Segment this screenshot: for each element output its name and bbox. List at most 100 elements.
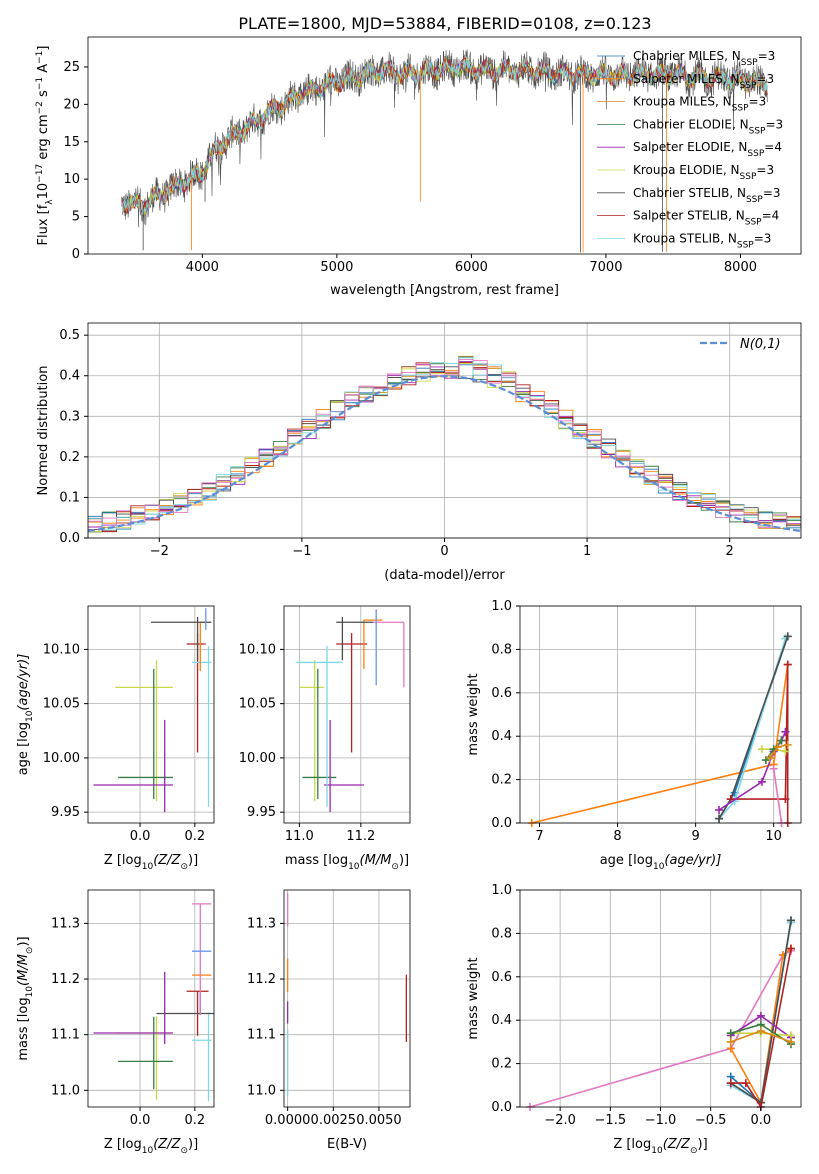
y-tick-label: 0.8 xyxy=(491,642,512,657)
y-tick-label: 0.2 xyxy=(491,1057,512,1072)
y-tick-label: 9.95 xyxy=(51,805,80,820)
x-tick-label: 0.2 xyxy=(184,1113,205,1128)
histograms xyxy=(88,355,801,538)
y-tick-label: 0.3 xyxy=(59,409,80,424)
weight-marker xyxy=(757,777,766,786)
age-z-panel-frame xyxy=(87,605,215,824)
x-tick-label: −2 xyxy=(150,544,169,559)
figure-title: PLATE=1800, MJD=53884, FIBERID=0108, z=0… xyxy=(238,14,651,33)
weight-marker xyxy=(726,1079,735,1088)
legend-label: Salpeter STELIB, NSSP=4 xyxy=(633,209,779,228)
x-axis-label: E(B-V) xyxy=(327,1137,367,1152)
y-axis-label: Normed distribution xyxy=(36,366,51,496)
y-tick-label: 0.4 xyxy=(491,1013,512,1028)
histogram-series xyxy=(88,357,801,538)
panels: 4000 5000 6000 7000 80000510152025wavelength… xyxy=(16,36,802,1156)
spectrum-legend: Chabrier MILES, NSSP=3 Salpeter MILES, NS… xyxy=(597,49,783,250)
weight-marker xyxy=(783,660,792,669)
legend-label: Salpeter MILES, NSSP=3 xyxy=(633,72,774,91)
y-tick-label: 0.0 xyxy=(491,1100,512,1115)
x-tick-label: 9 xyxy=(691,829,699,844)
spectrum-lines xyxy=(121,49,768,253)
histogram-series xyxy=(88,359,801,538)
x-tick-label: 1 xyxy=(583,544,591,559)
x-tick-label: 0 xyxy=(440,544,448,559)
weight-marker xyxy=(726,1029,735,1038)
weight-age-panel-frame xyxy=(519,605,802,824)
x-tick-label: 11.2 xyxy=(346,829,375,844)
x-tick-label: 0.0 xyxy=(130,1113,151,1128)
mass-ebv-panel: 0.0000 0.0025 0.0050 11.0 11.1 11.2 11.3 E(B-V) xyxy=(247,889,411,1152)
x-axis-label: (data-model)/error xyxy=(384,568,505,583)
weight-z-panel: −2.0 −1.5 −1.0 −0.5 0.0 0.0 0.2 0.4 0.6 0.8 1.0 mas… xyxy=(466,883,802,1156)
x-axis-label: Z [log10(Z/Z⊙)] xyxy=(613,1137,707,1156)
y-tick-label: 11.2 xyxy=(247,972,276,987)
x-tick-label: 0.0025 xyxy=(311,1113,357,1128)
y-tick-label: 0.2 xyxy=(491,773,512,788)
x-tick-label: 0.2 xyxy=(184,829,205,844)
x-tick-label: 4000 xyxy=(186,260,219,275)
spectrum-series xyxy=(121,56,768,216)
spectrum-panel: 4000 5000 6000 7000 8000 0 5 10 15 20 25 wavelength… xyxy=(35,36,802,298)
y-tick-label: 1.0 xyxy=(491,883,512,898)
y-axis-label: mass [log10(M/M⊙)] xyxy=(16,936,35,1060)
y-tick-label: 0.4 xyxy=(491,729,512,744)
y-tick-label: 5 xyxy=(72,210,80,225)
y-tick-label: 0.6 xyxy=(491,970,512,985)
y-axis-label: Flux [fλ10−17 erg cm−2 s−1 A−1] xyxy=(35,46,55,246)
x-axis-label: age [log10(age/yr)] xyxy=(600,853,722,872)
weight-series xyxy=(718,638,787,820)
y-tick-label: 0.4 xyxy=(59,369,80,384)
weight-marker xyxy=(741,1079,750,1088)
legend-label: Chabrier MILES, NSSP=3 xyxy=(633,49,775,68)
weight-series xyxy=(529,950,792,1108)
weight-marker xyxy=(757,745,766,754)
x-tick-label: 11.0 xyxy=(285,829,314,844)
y-axis-label: mass weight xyxy=(466,957,481,1039)
y-tick-label: 10 xyxy=(63,172,80,187)
weight-series xyxy=(730,948,792,1110)
legend-label: Kroupa MILES, NSSP=3 xyxy=(633,95,766,114)
weight-marker xyxy=(781,747,790,756)
x-tick-label: 7 xyxy=(535,829,543,844)
y-tick-label: 20 xyxy=(63,97,80,112)
x-tick-label: 2 xyxy=(726,544,734,559)
y-tick-label: 25 xyxy=(63,60,80,75)
weight-series xyxy=(730,947,792,1106)
y-tick-label: 10.10 xyxy=(43,642,80,657)
x-tick-label: −0.5 xyxy=(695,1113,727,1128)
weight-marker xyxy=(783,740,792,749)
x-axis-label: wavelength [Angstrom, rest frame] xyxy=(330,283,559,298)
legend-label: Kroupa ELODIE, NSSP=3 xyxy=(633,163,774,182)
age-z-panel: 0.0 0.2 9.95 10.00 10.05 10.10 Z [log10(Z/Z⊙)]… xyxy=(16,605,215,872)
x-tick-label: −1.5 xyxy=(595,1113,627,1128)
weight-marker xyxy=(781,727,790,736)
x-tick-label: 0.0 xyxy=(751,1113,772,1128)
age-mass-panel-frame xyxy=(283,605,411,824)
y-tick-label: 11.2 xyxy=(51,972,80,987)
x-tick-label: −1.0 xyxy=(645,1113,677,1128)
weight-marker xyxy=(783,632,792,641)
legend-label: Salpeter ELODIE, NSSP=4 xyxy=(633,140,782,159)
y-tick-label: 0.5 xyxy=(59,328,80,343)
y-axis-label: age [log10(age/yr)] xyxy=(16,654,35,776)
y-tick-label: 0.0 xyxy=(491,816,512,831)
weight-marker xyxy=(756,1027,765,1036)
y-tick-label: 1.0 xyxy=(491,599,512,614)
x-tick-label: 8000 xyxy=(724,260,757,275)
y-tick-label: 10.00 xyxy=(239,751,276,766)
x-tick-label: −2.0 xyxy=(544,1113,576,1128)
y-tick-label: 0.1 xyxy=(59,490,80,505)
x-axis-label: Z [log10(Z/Z⊙)] xyxy=(104,853,198,872)
x-tick-label: −1 xyxy=(292,544,311,559)
y-tick-label: 10.10 xyxy=(239,642,276,657)
weight-marker xyxy=(786,944,795,953)
x-tick-label: 7000 xyxy=(589,260,622,275)
y-tick-label: 10.05 xyxy=(43,697,80,712)
x-tick-label: 10 xyxy=(765,829,782,844)
y-tick-label: 11.1 xyxy=(247,1028,276,1043)
y-tick-label: 11.3 xyxy=(247,916,276,931)
y-tick-label: 0.0 xyxy=(59,531,80,546)
x-tick-label: 5000 xyxy=(320,260,353,275)
